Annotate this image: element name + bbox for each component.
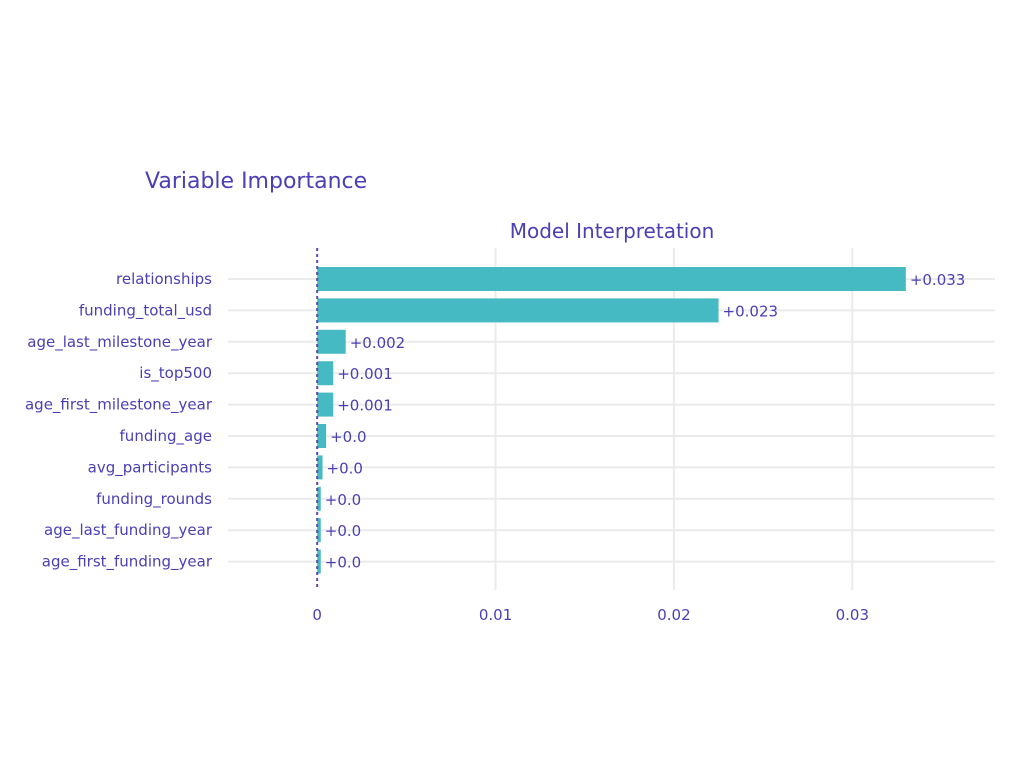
- bar: [317, 549, 321, 574]
- label-layer: 0 0.01 0.02 0.03 relationships +0.033 funding_…: [25, 248, 965, 624]
- bar: [317, 455, 323, 480]
- bar-layer: [317, 267, 906, 574]
- bar: [317, 486, 321, 511]
- value-label: +0.0: [325, 554, 361, 572]
- value-label: +0.0: [327, 459, 363, 477]
- bar: [317, 361, 334, 386]
- chart-title: Variable Importance: [145, 169, 367, 194]
- chart-subtitle: Model Interpretation: [510, 219, 715, 243]
- bar: [317, 392, 334, 417]
- category-label: funding_age: [120, 427, 212, 446]
- value-label: +0.001: [337, 397, 393, 415]
- category-label: is_top500: [139, 364, 212, 383]
- bar: [317, 518, 321, 543]
- category-label: funding_total_usd: [79, 301, 212, 320]
- bar: [317, 298, 719, 323]
- category-label: age_last_milestone_year: [27, 333, 213, 352]
- value-label: +0.001: [337, 365, 393, 383]
- bar: [317, 267, 906, 291]
- bar: [317, 424, 327, 448]
- category-label: age_first_milestone_year: [25, 396, 213, 415]
- category-label: relationships: [116, 270, 212, 288]
- value-label: +0.033: [910, 271, 966, 289]
- value-label: +0.023: [723, 302, 779, 320]
- x-tick-label: 0: [312, 606, 322, 624]
- category-label: avg_participants: [88, 458, 213, 477]
- category-label: funding_rounds: [96, 490, 212, 509]
- value-label: +0.002: [350, 334, 406, 352]
- category-label: age_first_funding_year: [42, 553, 213, 572]
- bar: [317, 329, 346, 354]
- value-label: +0.0: [325, 491, 361, 509]
- x-tick-label: 0.01: [479, 606, 512, 624]
- value-label: +0.0: [325, 522, 361, 540]
- value-label: +0.0: [330, 428, 366, 446]
- x-tick-label: 0.03: [836, 606, 869, 624]
- x-tick-label: 0.02: [657, 606, 690, 624]
- category-label: age_last_funding_year: [44, 521, 213, 540]
